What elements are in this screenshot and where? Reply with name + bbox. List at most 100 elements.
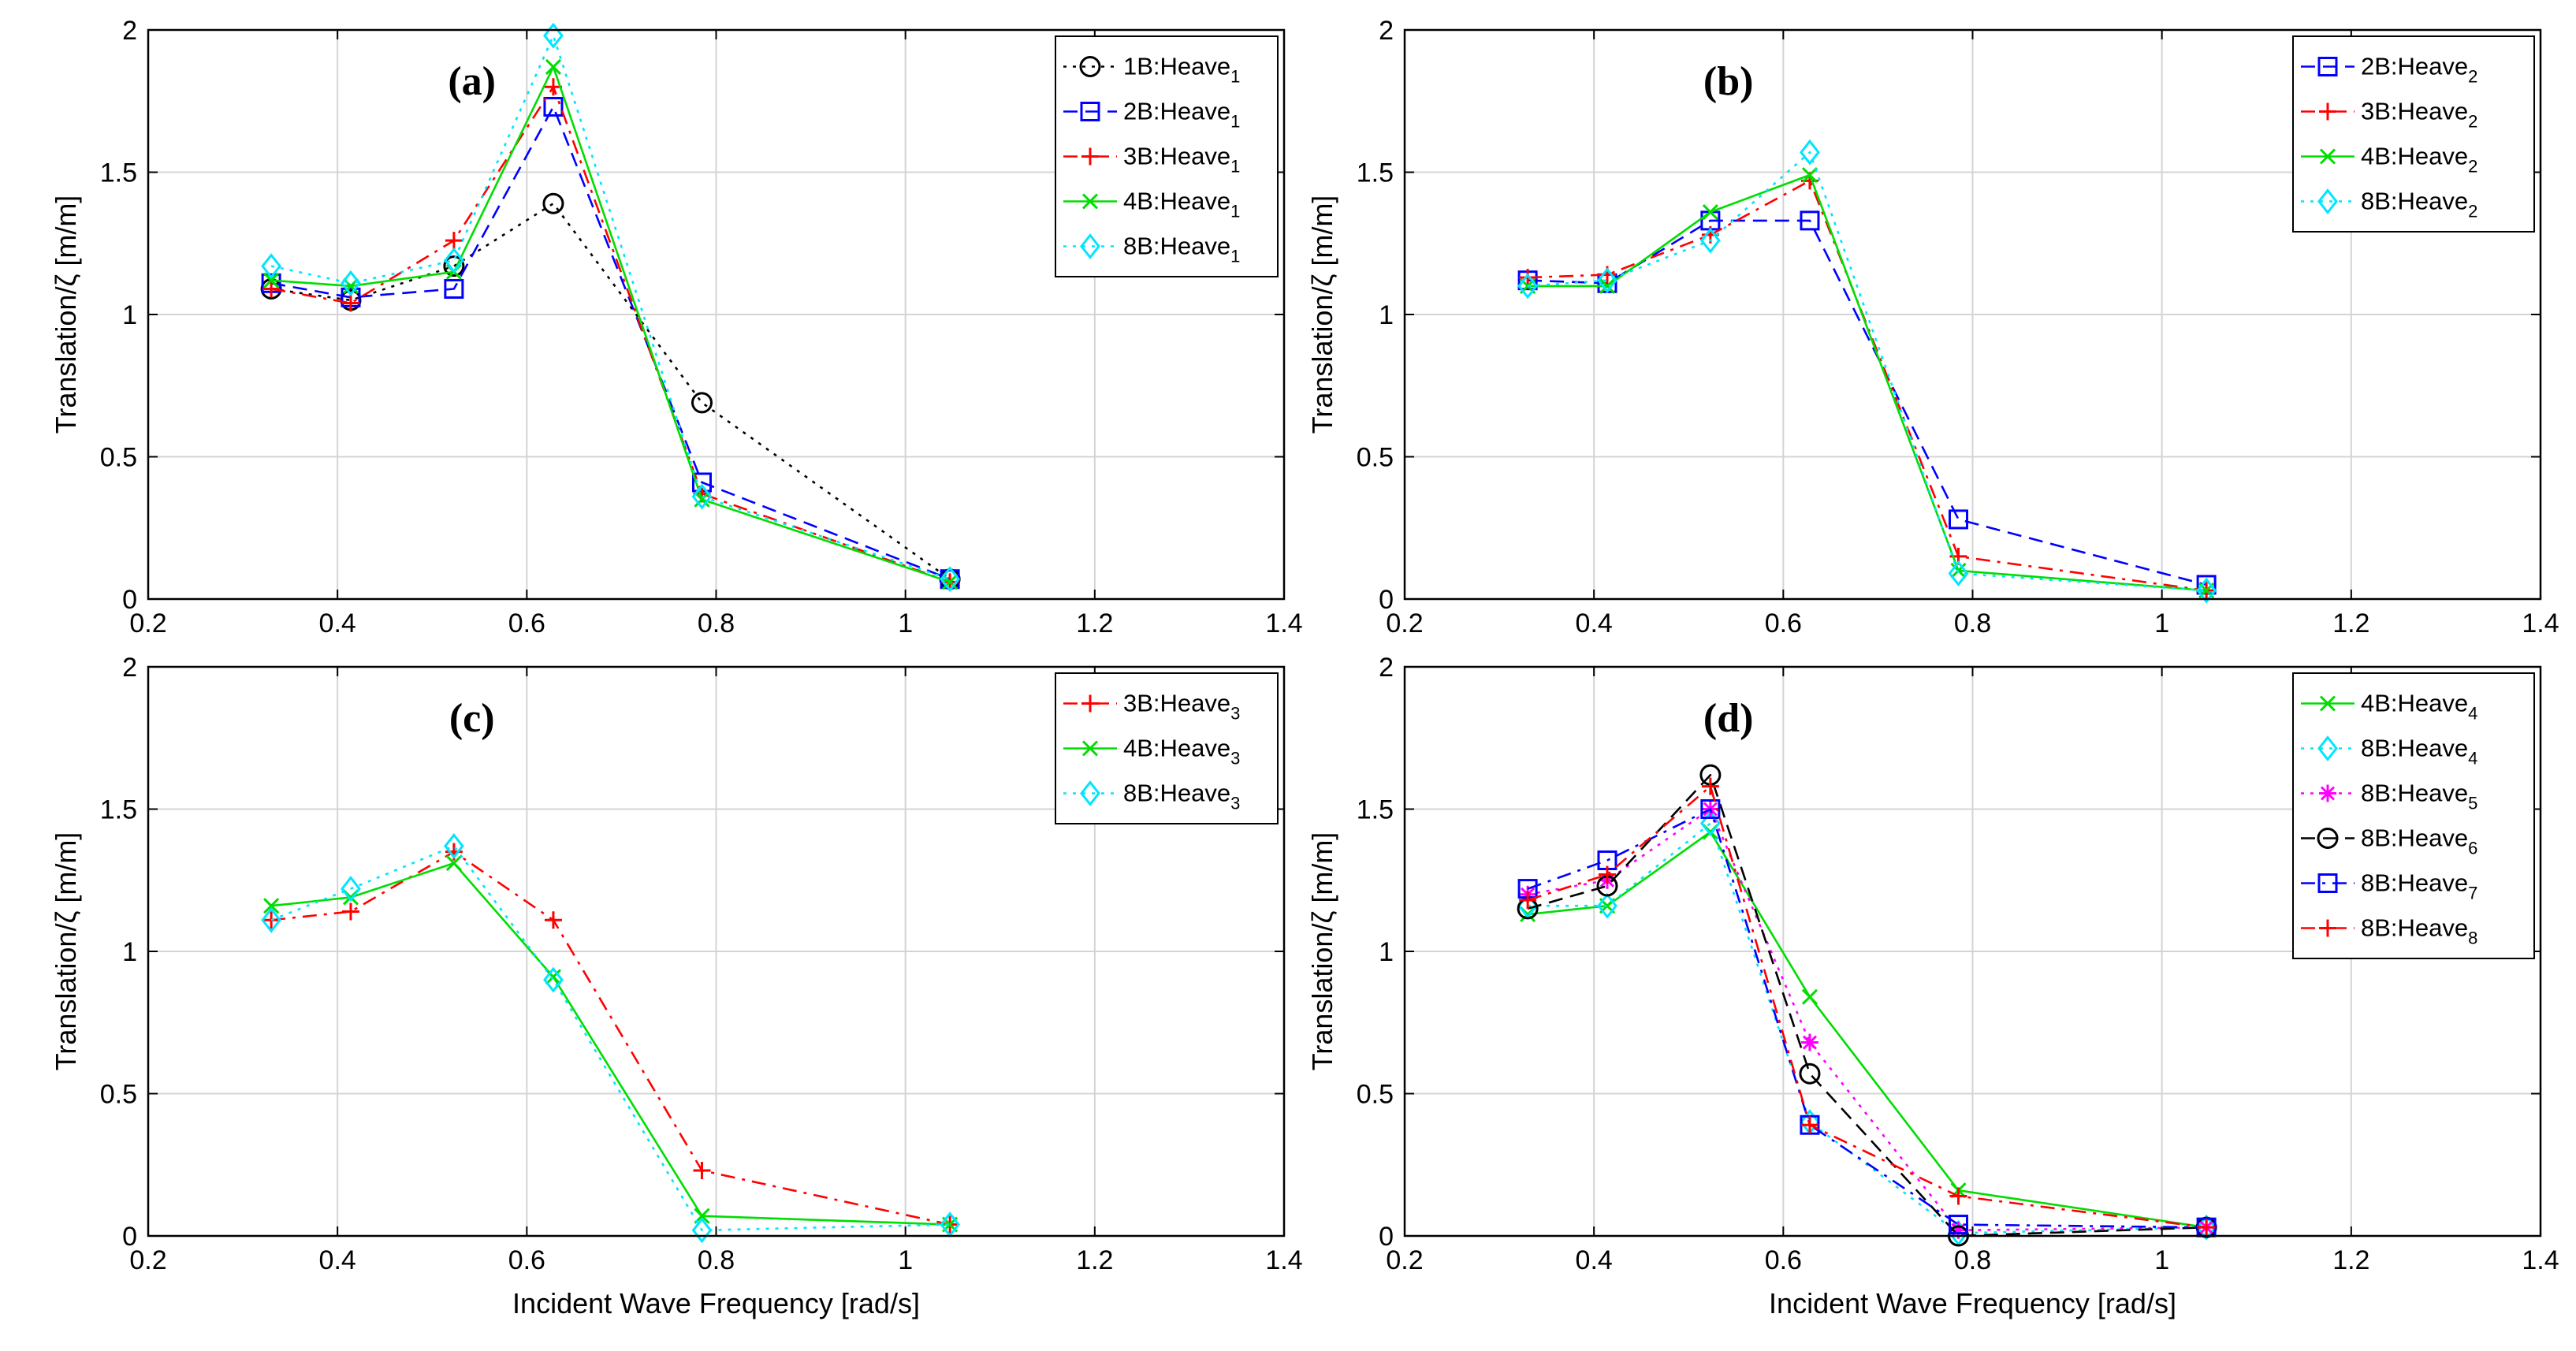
panel-label: (a)	[448, 59, 496, 104]
plot-frame	[1403, 28, 2542, 601]
legend-marker	[2317, 828, 2339, 849]
x-tick-label: 0.8	[1954, 609, 1991, 638]
legend-marker	[1081, 147, 1099, 166]
legend-label-subscript: 1	[1230, 247, 1240, 266]
x-tick-label: 0.2	[129, 609, 166, 638]
data-point	[1800, 210, 1820, 231]
legend-marker	[2319, 148, 2336, 165]
data-point	[691, 483, 713, 510]
legend-label-subscript: 4	[2468, 704, 2477, 724]
y-tick-label: 2	[122, 653, 137, 683]
data-point	[2198, 1219, 2216, 1237]
data-point	[1517, 273, 1539, 300]
chart-panel-c: 0.2 0.4 0.6 0.8 1 1.2 1.4 0 0.5 1 1.5 2 (c) Translati…	[50, 653, 1303, 1319]
x-axis-label: Incident Wave Frequency [rad/s]	[512, 1287, 920, 1319]
x-tick-label: 0.8	[698, 609, 735, 638]
data-point	[1598, 865, 1616, 884]
legend-marker	[1080, 102, 1100, 121]
data-point	[1948, 1215, 1968, 1235]
y-tick-label: 0.5	[100, 1080, 137, 1110]
data-point	[1599, 277, 1616, 294]
x-tick-label: 0.8	[698, 1245, 735, 1275]
y-axis-label: Translation/ζ [m/m]	[1306, 832, 1338, 1071]
legend-marker	[1081, 193, 1099, 210]
ticks: 0.2 0.4 0.6 0.8 1 1.2 1.4 0 0.5 1 1.5 2	[1357, 653, 2559, 1275]
series-line	[270, 850, 951, 1226]
y-tick-label: 0.5	[1357, 1080, 1394, 1110]
x-tick-label: 1.2	[2332, 1245, 2369, 1275]
ticks: 0.2 0.4 0.6 0.8 1 1.2 1.4 0 0.5 1 1.5 2	[100, 653, 1303, 1275]
data-point	[1519, 269, 1537, 287]
series-line	[1528, 173, 2207, 592]
series-line	[1527, 808, 2207, 1232]
panel-label: (b)	[1703, 59, 1754, 104]
legend: 4B:Heave48B:Heave48B:Heave58B:Heave68B:H…	[2292, 672, 2535, 959]
data-point	[1700, 799, 1721, 819]
legend-label-subscript: 2	[2468, 202, 2477, 221]
series-line	[1527, 773, 2207, 1237]
data-point	[543, 96, 564, 117]
y-tick-label: 0	[122, 1222, 137, 1252]
data-point	[543, 22, 564, 49]
x-tick-label: 1	[2154, 609, 2169, 638]
legend-label-subscript: 2	[2468, 112, 2477, 132]
data-point	[261, 253, 282, 280]
ticks: 0.2 0.4 0.6 0.8 1 1.2 1.4 0 0.5 1 1.5 2	[100, 16, 1303, 638]
data-point	[691, 392, 713, 414]
data-point	[341, 270, 361, 296]
x-tick-label: 1.2	[2332, 609, 2369, 638]
data-point	[1800, 1033, 1818, 1051]
legend-label-subscript: 1	[1230, 67, 1240, 87]
legend-label-subscript: 4	[2468, 749, 2477, 769]
x-tick-label: 0.4	[319, 1245, 356, 1275]
legend-label-subscript: 1	[1230, 157, 1240, 177]
data-point	[694, 491, 710, 508]
data-point	[2196, 577, 2217, 604]
data-point	[544, 78, 562, 96]
y-tick-label: 1.5	[1357, 158, 1394, 188]
x-tick-label: 0.6	[1765, 609, 1802, 638]
legend: 1B:Heave12B:Heave13B:Heave14B:Heave18B:H…	[1055, 35, 1279, 277]
x-tick-label: 0.4	[1576, 1245, 1613, 1275]
series-line	[1527, 785, 2207, 1229]
data-point	[1519, 891, 1537, 910]
series-8b-heave2	[1517, 139, 2217, 604]
x-tick-label: 0.2	[1386, 609, 1423, 638]
data-point	[444, 279, 464, 300]
series-3b-heave3	[262, 843, 959, 1234]
x-tick-label: 0.8	[1954, 1245, 1991, 1275]
series-line	[1527, 808, 2207, 1229]
y-tick-label: 0	[1379, 1222, 1394, 1252]
legend-label-subscript: 5	[2468, 794, 2477, 813]
x-tick-label: 0.4	[1576, 609, 1613, 638]
x-tick-label: 0.6	[508, 609, 545, 638]
y-tick-label: 0	[122, 585, 137, 615]
series-line	[270, 202, 951, 580]
data-point	[443, 255, 465, 277]
data-point	[1701, 777, 1719, 795]
data-point	[263, 898, 280, 914]
data-point	[1699, 810, 1721, 836]
y-tick-label: 1	[122, 937, 137, 967]
y-tick-label: 1	[1379, 937, 1394, 967]
legend-label-subscript: 3	[1230, 749, 1240, 769]
legend-marker	[2319, 695, 2336, 712]
x-tick-label: 0.6	[1765, 1245, 1802, 1275]
x-tick-label: 1.2	[1076, 1245, 1113, 1275]
y-tick-label: 1.5	[1357, 795, 1394, 825]
chart-panel-b: 0.2 0.4 0.6 0.8 1 1.2 1.4 0 0.5 1 1.5 2 (b) Translati…	[1306, 16, 2559, 638]
plot-frame	[147, 665, 1286, 1237]
legend-marker	[2319, 102, 2336, 121]
data-point	[262, 280, 281, 298]
data-point	[544, 911, 562, 929]
legend-marker	[1080, 780, 1100, 806]
y-tick-label: 1.5	[100, 158, 137, 188]
x-tick-label: 1	[898, 609, 913, 638]
legend-label-subscript: 2	[2468, 67, 2477, 87]
series-line	[270, 862, 951, 1226]
y-tick-label: 0	[1379, 585, 1394, 615]
x-tick-label: 1	[898, 1245, 913, 1275]
series-line	[270, 85, 951, 583]
